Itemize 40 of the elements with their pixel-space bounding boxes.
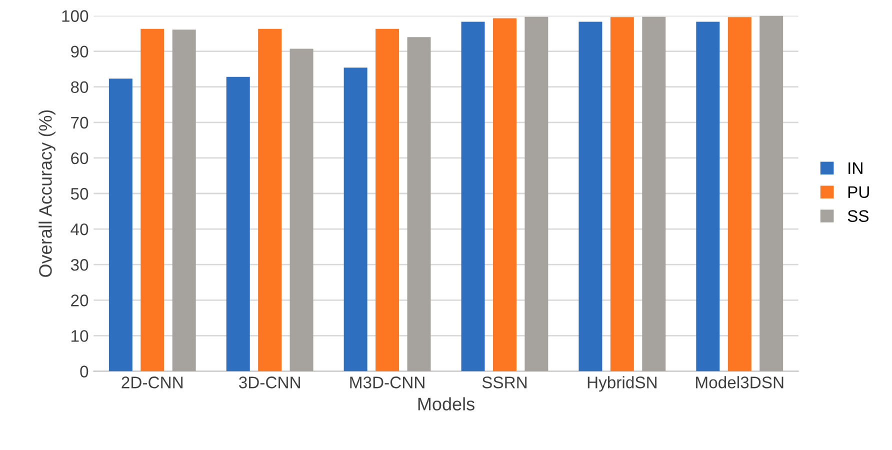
y-tick-label: 70 xyxy=(71,116,88,129)
bar xyxy=(461,22,485,372)
x-tick-label: 2D-CNN xyxy=(122,376,183,388)
bar xyxy=(344,68,368,372)
bar xyxy=(226,76,250,372)
x-tick-label: SSRN xyxy=(482,376,527,388)
y-tick-label: 30 xyxy=(70,259,88,271)
y-tick-label: 90 xyxy=(71,46,88,58)
y-tick-label: 0 xyxy=(80,366,88,378)
bar xyxy=(376,28,400,372)
bar xyxy=(258,28,282,372)
bar xyxy=(696,22,720,372)
bar xyxy=(290,48,314,372)
y-tick-label: 50 xyxy=(70,188,88,200)
bar xyxy=(524,16,548,372)
bar xyxy=(610,17,634,372)
y-tick-label: 100 xyxy=(62,10,88,22)
y-tick-label: 20 xyxy=(71,294,88,306)
x-tick-label: 3D-CNN xyxy=(238,376,300,388)
bar xyxy=(760,16,784,372)
x-tick-label: HybridSN xyxy=(588,376,656,392)
bar xyxy=(140,28,164,372)
bar xyxy=(728,17,752,372)
y-tick-label: 80 xyxy=(70,81,88,94)
bar xyxy=(492,18,516,372)
bar xyxy=(108,78,132,372)
legend-label: IN xyxy=(848,162,862,174)
x-tick-label: Model3DSN xyxy=(696,376,784,388)
y-tick-label: 60 xyxy=(71,152,88,164)
x-axis-title: Models xyxy=(418,397,474,410)
bar xyxy=(578,22,602,372)
x-tick-label: M3D-CNN xyxy=(350,376,424,388)
legend-label: SS xyxy=(848,210,869,222)
bar xyxy=(172,30,196,372)
y-axis-title: Overall Accuracy (%) xyxy=(38,110,56,277)
bar xyxy=(407,37,431,372)
y-tick-label: 40 xyxy=(70,223,88,236)
legend-label: PU xyxy=(848,186,869,198)
y-tick-label: 10 xyxy=(72,330,88,342)
bar xyxy=(642,16,666,372)
